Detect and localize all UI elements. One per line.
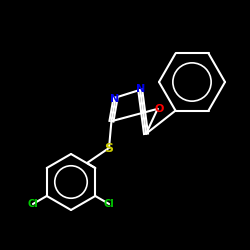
Text: S: S	[104, 142, 114, 154]
Text: Cl: Cl	[104, 199, 115, 209]
Text: N: N	[110, 94, 119, 104]
Text: O: O	[155, 104, 164, 114]
Text: N: N	[136, 84, 145, 94]
Text: Cl: Cl	[28, 199, 38, 209]
